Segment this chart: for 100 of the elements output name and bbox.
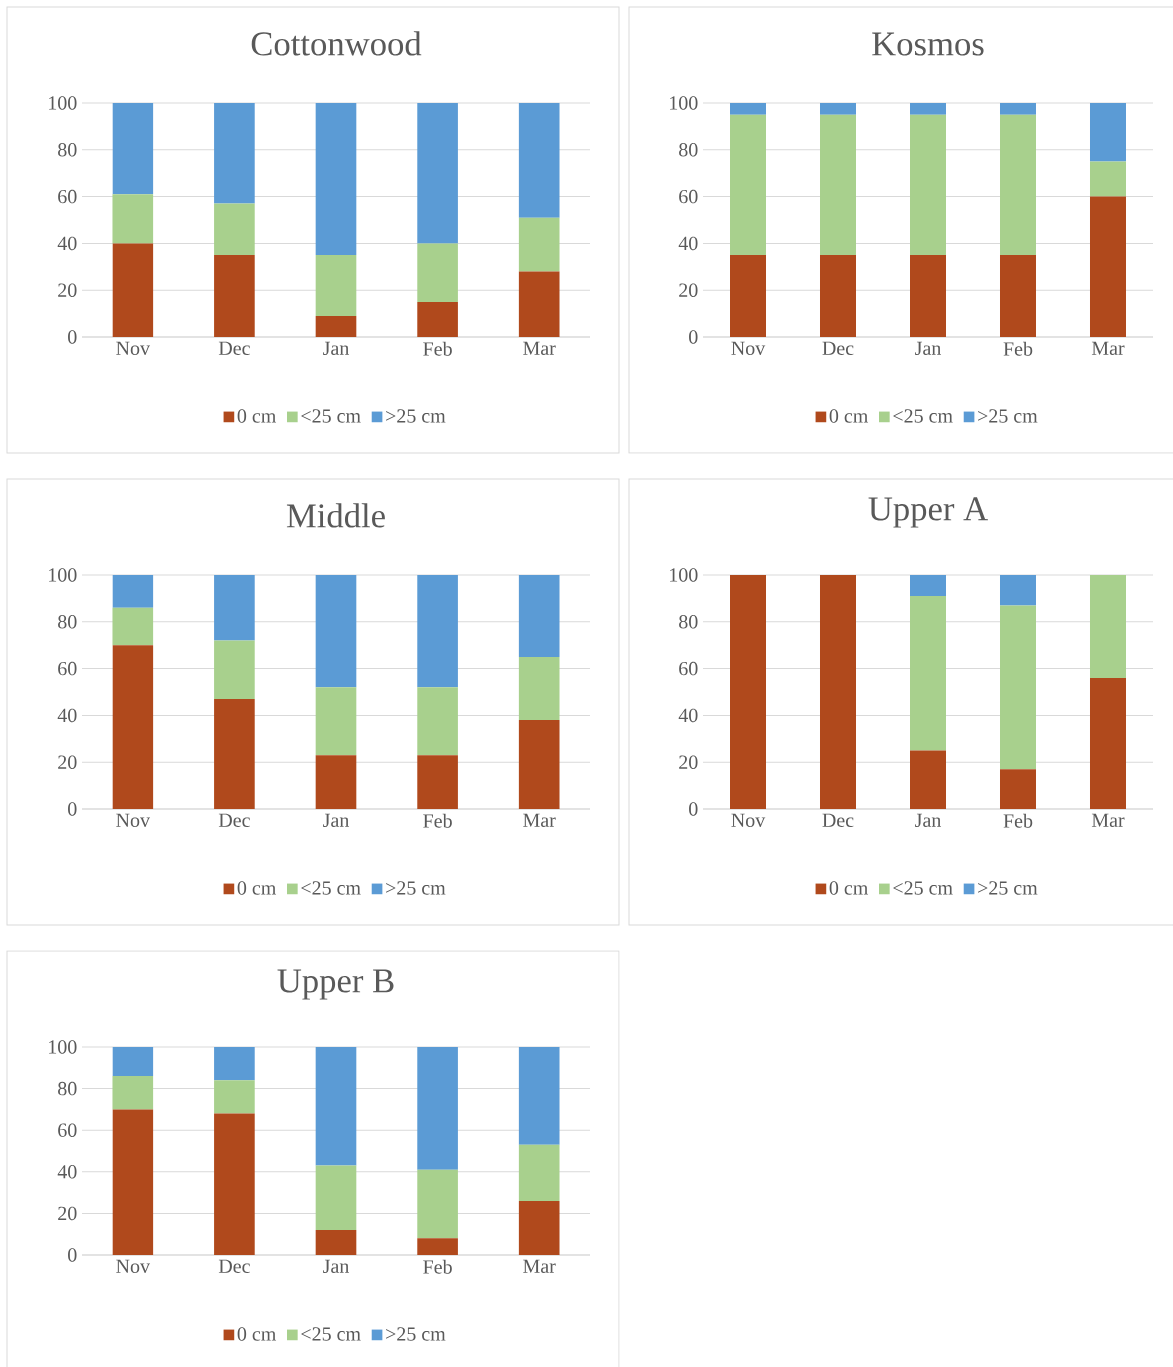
bar: [1089, 102, 1126, 162]
bar: [315, 755, 357, 809]
x-tick-label: Nov: [731, 341, 766, 355]
x-tick-label: Mar: [523, 813, 556, 827]
x-tick-label: Nov: [116, 341, 151, 355]
x-tick-label: Dec: [822, 813, 854, 827]
bar: [1000, 255, 1036, 337]
legend-label: <25 cm: [893, 881, 953, 895]
legend-label: 0 cm: [237, 881, 277, 895]
y-tick-label: 100: [670, 96, 698, 110]
x-tick-label: Dec: [218, 341, 250, 355]
bar: [730, 574, 766, 809]
y-tick-label: 80: [58, 143, 77, 157]
bar: [214, 699, 255, 809]
y-tick-label: 20: [58, 755, 77, 769]
bar: [518, 1046, 560, 1145]
bar: [910, 750, 946, 809]
x-tick-label: Jan: [323, 341, 350, 355]
bar: [112, 102, 154, 195]
bar: [910, 102, 946, 115]
bar: [112, 645, 154, 809]
x-tick-label: Mar: [1091, 341, 1125, 355]
y-tick-label: 0: [68, 330, 77, 344]
bar: [417, 1046, 458, 1170]
x-tick-label: Mar: [1091, 813, 1125, 827]
bar: [518, 656, 560, 721]
x-tick-label: Mar: [523, 341, 556, 355]
bar: [417, 301, 458, 337]
y-tick-label: 40: [57, 1165, 77, 1179]
y-tick-label: 40: [678, 708, 698, 723]
x-tick-label: Feb: [1003, 813, 1033, 828]
bar: [112, 607, 154, 646]
bar: [730, 255, 766, 337]
bar: [214, 1046, 255, 1081]
bar: [1000, 102, 1036, 115]
bar: [214, 1113, 255, 1255]
bar: [315, 574, 357, 688]
bar: [112, 1076, 154, 1110]
bar: [112, 194, 154, 244]
bar: [518, 574, 560, 657]
legend-label: <25 cm: [301, 409, 361, 423]
y-tick-label: 60: [58, 1123, 77, 1137]
bar: [518, 102, 560, 218]
legend-label: >25 cm: [386, 881, 446, 895]
chart-title: Upper B: [277, 969, 394, 1000]
x-tick-label: Feb: [1003, 341, 1033, 356]
legend-label: >25 cm: [978, 409, 1038, 423]
x-tick-label: Nov: [731, 813, 766, 827]
x-tick-label: Mar: [523, 1259, 556, 1273]
y-tick-label: 100: [49, 568, 77, 582]
y-tick-label: 80: [679, 143, 698, 157]
bar: [1000, 574, 1036, 606]
y-tick-label: 0: [68, 802, 77, 816]
bar: [315, 687, 357, 756]
y-tick-label: 60: [58, 189, 77, 204]
bar: [112, 1109, 154, 1255]
y-tick-label: 0: [689, 802, 698, 816]
bar: [518, 720, 560, 809]
chart-title: Upper A: [868, 497, 988, 528]
bar: [315, 255, 357, 316]
y-tick-label: 40: [57, 708, 77, 723]
bar: [910, 255, 946, 337]
bar: [820, 255, 856, 337]
bar: [315, 315, 357, 337]
legend-label: 0 cm: [237, 1327, 277, 1341]
bar: [214, 102, 255, 204]
bar: [820, 114, 856, 256]
legend-label: >25 cm: [386, 409, 446, 423]
bar: [1000, 114, 1036, 256]
y-tick-label: 60: [58, 661, 77, 676]
legend-label: 0 cm: [237, 409, 277, 423]
bar: [518, 1144, 560, 1201]
x-tick-label: Jan: [323, 813, 350, 827]
x-tick-label: Dec: [822, 341, 854, 355]
y-tick-label: 40: [678, 236, 698, 251]
x-tick-label: Feb: [423, 813, 452, 828]
chart-title: Middle: [286, 503, 385, 528]
y-tick-label: 0: [68, 1248, 77, 1262]
legend-label: <25 cm: [301, 1327, 361, 1341]
y-tick-label: 0: [689, 330, 698, 344]
bar: [315, 1230, 357, 1255]
x-tick-label: Jan: [915, 341, 942, 355]
bar: [820, 102, 856, 115]
x-tick-label: Dec: [218, 813, 250, 827]
bar: [730, 102, 766, 115]
bar: [214, 574, 255, 641]
x-tick-label: Nov: [116, 813, 151, 827]
bar: [1089, 196, 1126, 337]
y-tick-label: 20: [679, 283, 698, 297]
legend-label: >25 cm: [978, 881, 1038, 895]
bar: [1000, 769, 1036, 809]
x-tick-label: Nov: [116, 1259, 151, 1273]
legend-label: 0 cm: [829, 881, 869, 895]
bar: [214, 1080, 255, 1114]
bar: [315, 1046, 357, 1166]
bar: [214, 255, 255, 337]
bar: [1089, 161, 1126, 197]
bar: [315, 1165, 357, 1231]
x-tick-label: Jan: [323, 1259, 350, 1273]
y-tick-label: 100: [49, 1040, 77, 1054]
